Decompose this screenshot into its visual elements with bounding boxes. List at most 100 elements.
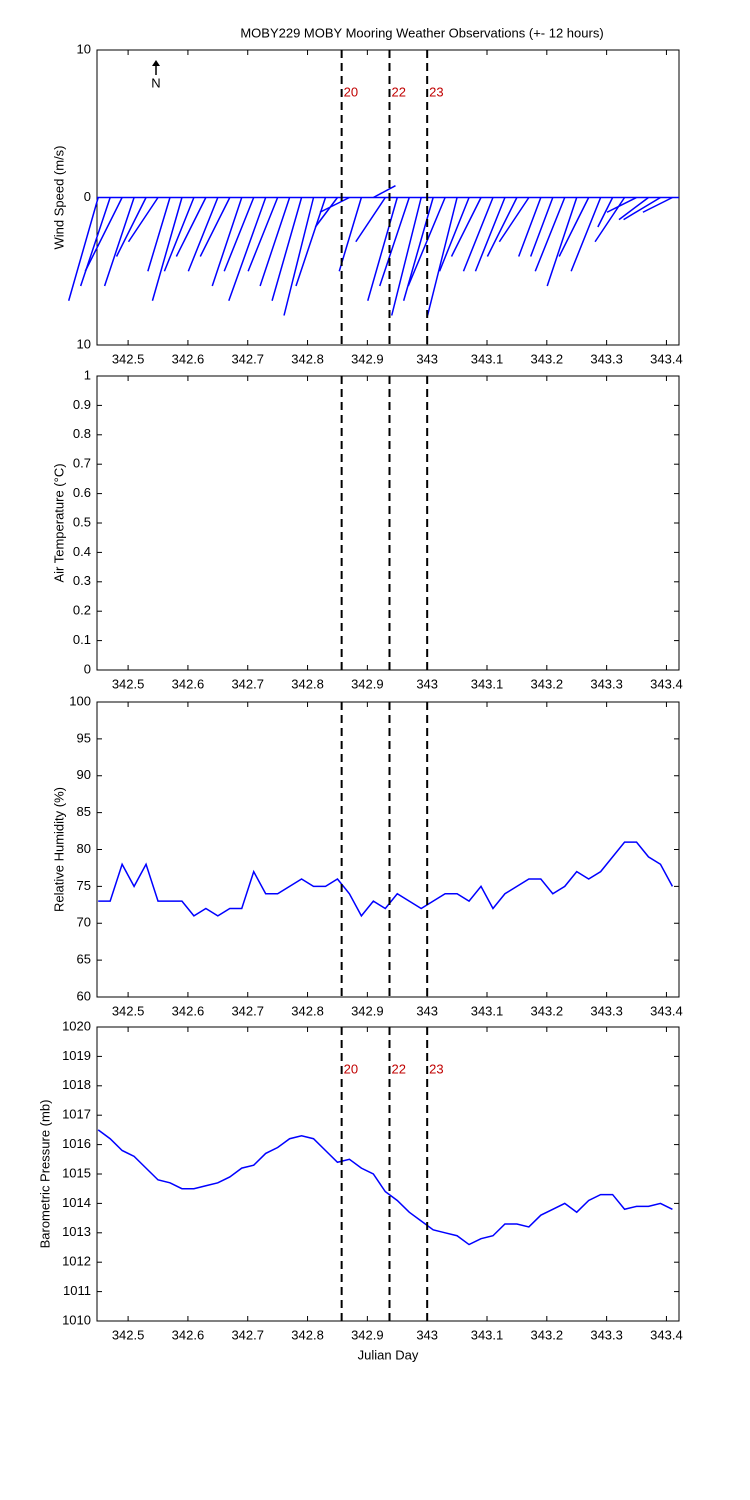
figure-title: MOBY229 MOBY Mooring Weather Observation… bbox=[240, 25, 603, 40]
x-tick-label: 342.6 bbox=[172, 1003, 205, 1018]
y-axis-label: Barometric Pressure (mb) bbox=[37, 1100, 52, 1249]
y-tick-label: 0.2 bbox=[73, 603, 91, 618]
wind-stick bbox=[199, 197, 231, 257]
wind-stick bbox=[372, 185, 396, 199]
x-tick-label: 342.8 bbox=[291, 1327, 324, 1342]
y-tick-label: 0 bbox=[84, 661, 91, 676]
x-tick-label: 342.8 bbox=[291, 351, 324, 366]
x-tick-label: 343.2 bbox=[531, 1327, 564, 1342]
wind-stick bbox=[486, 197, 518, 257]
x-tick-label: 343.4 bbox=[650, 351, 683, 366]
wind-stick bbox=[546, 197, 578, 287]
wind-stick bbox=[355, 197, 386, 243]
x-tick-label: 342.6 bbox=[172, 1327, 205, 1342]
x-axis-label: Julian Day bbox=[358, 1347, 419, 1362]
y-tick-label: 0.5 bbox=[73, 514, 91, 529]
x-tick-label: 343.1 bbox=[471, 1327, 504, 1342]
x-tick-label: 343.4 bbox=[650, 1003, 683, 1018]
x-tick-label: 342.5 bbox=[112, 1003, 145, 1018]
wind-stick bbox=[151, 197, 183, 301]
event-label: 20 bbox=[344, 84, 358, 99]
wind-stick bbox=[175, 197, 207, 257]
x-tick-label: 343 bbox=[416, 351, 438, 366]
y-tick-label: 1014 bbox=[62, 1195, 91, 1210]
north-label: N bbox=[151, 75, 160, 90]
wind-stick bbox=[187, 197, 219, 272]
y-tick-label: 1020 bbox=[62, 1018, 91, 1033]
x-tick-label: 342.9 bbox=[351, 1327, 384, 1342]
y-tick-label: 1013 bbox=[62, 1224, 91, 1239]
x-tick-label: 343.1 bbox=[471, 1003, 504, 1018]
y-tick-label: 65 bbox=[77, 952, 91, 967]
wind-stick bbox=[84, 197, 123, 272]
event-label: 23 bbox=[429, 1061, 443, 1076]
x-tick-label: 343 bbox=[416, 1003, 438, 1018]
x-tick-label: 342.6 bbox=[172, 351, 205, 366]
y-tick-label: 1015 bbox=[62, 1165, 91, 1180]
y-tick-label: 1011 bbox=[63, 1283, 91, 1298]
y-tick-label: 1016 bbox=[62, 1136, 91, 1151]
event-label: 22 bbox=[391, 84, 405, 99]
wind-stick bbox=[529, 197, 554, 257]
wind-stick bbox=[314, 197, 339, 228]
x-tick-label: 343.2 bbox=[531, 676, 564, 691]
plot-area bbox=[96, 701, 680, 998]
x-tick-label: 342.7 bbox=[231, 1327, 264, 1342]
wind-stick bbox=[498, 197, 530, 243]
x-tick-label: 343.3 bbox=[590, 1327, 623, 1342]
event-label: 23 bbox=[429, 84, 443, 99]
x-tick-label: 342.8 bbox=[291, 1003, 324, 1018]
y-tick-label: 100 bbox=[69, 693, 91, 708]
wind-stick bbox=[147, 197, 171, 272]
wind-stick bbox=[534, 197, 566, 272]
y-tick-label: 1018 bbox=[62, 1077, 91, 1092]
line-series bbox=[97, 1129, 673, 1246]
wind-stick bbox=[338, 197, 363, 272]
x-tick-label: 343 bbox=[416, 676, 438, 691]
x-tick-label: 343.2 bbox=[531, 351, 564, 366]
wind-stick bbox=[438, 197, 470, 272]
wind-stick bbox=[390, 197, 422, 316]
y-axis-label: Air Temperature (°C) bbox=[51, 463, 66, 582]
wind-stick bbox=[558, 197, 590, 257]
y-tick-label: 0.6 bbox=[73, 485, 91, 500]
y-tick-label: 75 bbox=[77, 878, 91, 893]
wind-stick bbox=[462, 197, 494, 272]
x-tick-label: 342.9 bbox=[351, 351, 384, 366]
wind-stick bbox=[570, 197, 602, 272]
y-tick-label: 0.7 bbox=[73, 456, 91, 471]
y-tick-label: 0.8 bbox=[73, 426, 91, 441]
y-tick-label: 0.1 bbox=[73, 632, 91, 647]
x-tick-label: 342.5 bbox=[112, 351, 145, 366]
y-tick-label: 80 bbox=[77, 841, 91, 856]
line-series bbox=[98, 841, 674, 918]
wind-stick bbox=[474, 197, 506, 272]
wind-stick bbox=[228, 197, 267, 302]
north-arrow-head bbox=[152, 60, 160, 66]
y-tick-label: 0.3 bbox=[73, 573, 91, 588]
x-tick-label: 342.9 bbox=[351, 676, 384, 691]
x-tick-label: 342.5 bbox=[112, 1327, 145, 1342]
plot-area bbox=[96, 375, 680, 671]
y-tick-label: 90 bbox=[77, 767, 91, 782]
wind-stick bbox=[618, 196, 649, 221]
x-tick-label: 343.3 bbox=[590, 676, 623, 691]
y-tick-label: 1012 bbox=[62, 1254, 91, 1269]
x-tick-label: 342.8 bbox=[291, 676, 324, 691]
y-tick-label: 1010 bbox=[62, 1312, 91, 1327]
wind-stick bbox=[211, 197, 243, 287]
wind-stick bbox=[283, 197, 315, 316]
x-tick-label: 343.2 bbox=[531, 1003, 564, 1018]
y-tick-label: 0.9 bbox=[73, 397, 91, 412]
wind-stick bbox=[259, 197, 291, 287]
wind-stick bbox=[271, 197, 303, 301]
y-tick-label: 60 bbox=[77, 988, 91, 1003]
wind-stick bbox=[103, 197, 135, 287]
x-tick-label: 343 bbox=[416, 1327, 438, 1342]
wind-stick bbox=[127, 197, 159, 243]
x-tick-label: 343.1 bbox=[471, 351, 504, 366]
wind-stick bbox=[67, 197, 99, 301]
wind-stick bbox=[642, 196, 673, 213]
x-tick-label: 342.5 bbox=[112, 676, 145, 691]
y-tick-label: 95 bbox=[77, 730, 91, 745]
